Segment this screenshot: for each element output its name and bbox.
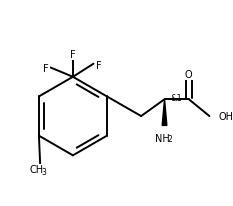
- Text: OH: OH: [219, 111, 233, 122]
- Text: F: F: [96, 60, 102, 70]
- Text: CH: CH: [29, 165, 44, 174]
- Text: &1: &1: [170, 93, 182, 102]
- Text: O: O: [184, 70, 192, 80]
- Polygon shape: [162, 100, 167, 126]
- Text: 3: 3: [41, 167, 46, 176]
- Text: 2: 2: [168, 134, 172, 143]
- Text: F: F: [70, 50, 76, 60]
- Text: NH: NH: [155, 133, 170, 143]
- Text: F: F: [43, 64, 49, 74]
